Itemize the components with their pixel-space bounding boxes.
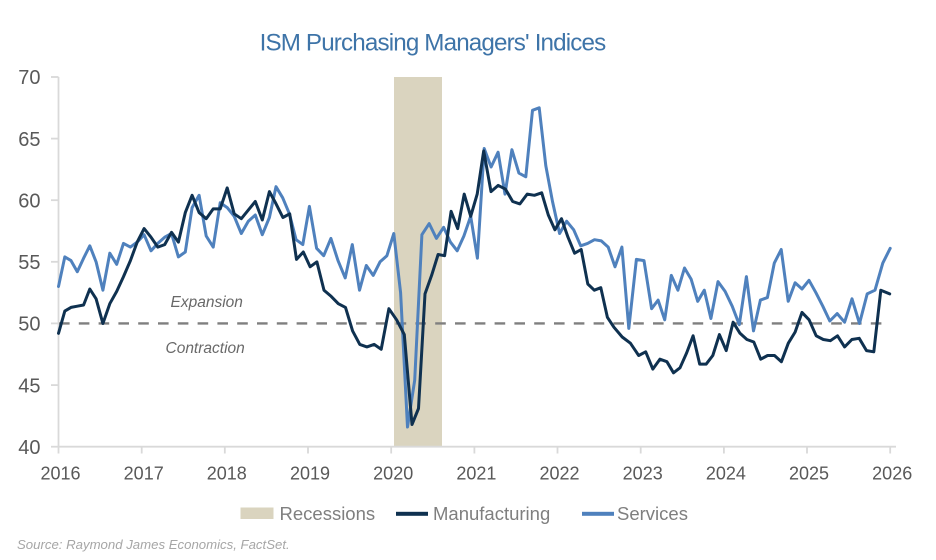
svg-text:70: 70: [18, 67, 40, 89]
svg-text:2023: 2023: [623, 464, 663, 484]
svg-text:2020: 2020: [373, 464, 413, 484]
svg-text:2019: 2019: [290, 464, 330, 484]
svg-text:2017: 2017: [124, 464, 164, 484]
svg-text:50: 50: [18, 314, 40, 336]
svg-text:2026: 2026: [872, 464, 912, 484]
svg-text:2024: 2024: [706, 464, 746, 484]
svg-text:Expansion: Expansion: [171, 294, 243, 311]
svg-text:65: 65: [18, 129, 40, 151]
svg-text:2018: 2018: [207, 464, 247, 484]
svg-text:Source: Raymond James Economic: Source: Raymond James Economics, FactSet…: [17, 537, 290, 552]
svg-text:2022: 2022: [539, 464, 579, 484]
svg-text:Recessions: Recessions: [280, 503, 376, 524]
svg-text:2025: 2025: [789, 464, 829, 484]
svg-text:Manufacturing: Manufacturing: [433, 503, 550, 524]
svg-text:55: 55: [18, 252, 40, 274]
svg-text:2016: 2016: [40, 464, 80, 484]
svg-text:2021: 2021: [456, 464, 496, 484]
svg-text:ISM Purchasing Managers' Indic: ISM Purchasing Managers' Indices: [260, 30, 607, 57]
svg-text:Services: Services: [617, 503, 688, 524]
svg-text:40: 40: [18, 437, 40, 459]
svg-text:60: 60: [18, 190, 40, 212]
svg-text:Contraction: Contraction: [166, 340, 245, 357]
svg-text:45: 45: [18, 375, 40, 397]
